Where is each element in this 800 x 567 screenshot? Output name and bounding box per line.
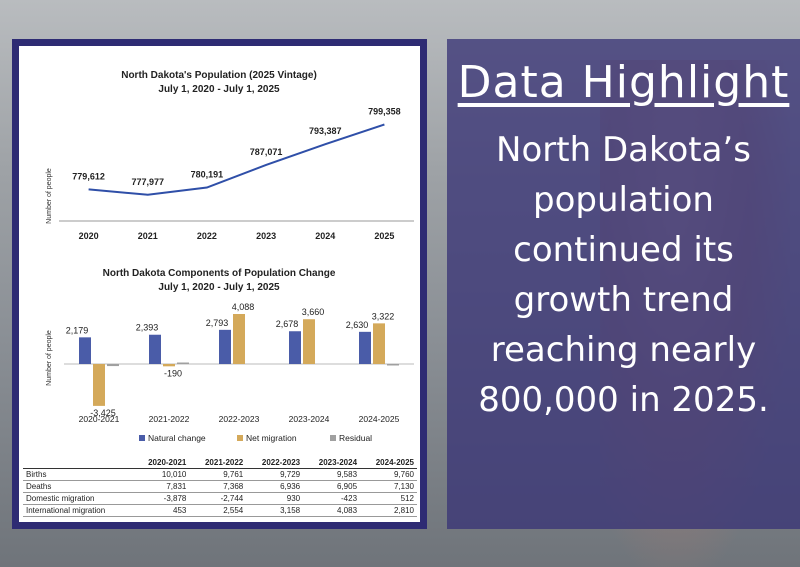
table-cell: 10,010 (132, 468, 190, 481)
legend-swatch-natural-change (139, 435, 145, 441)
table-cell: 7,368 (189, 480, 247, 493)
bar-data-label: 3,322 (372, 311, 395, 321)
bar-data-label: -190 (164, 368, 182, 378)
line-series-population (88, 123, 385, 196)
bar-data-label: 4,088 (232, 302, 255, 312)
legend-label: Natural change (148, 433, 206, 443)
bar-chart-x-tick: 2022-2023 (219, 414, 260, 424)
charts-svg: North Dakota's Population (2025 Vintage)… (46, 70, 414, 443)
bar-data-label: 2,179 (66, 325, 89, 335)
line-chart-x-tick: 2021 (138, 231, 158, 241)
table-cell: 3,158 (246, 504, 304, 517)
table-cell: 930 (246, 492, 304, 505)
line-chart-data-label: 777,977 (131, 177, 164, 187)
table-cell: 453 (132, 504, 190, 517)
line-chart-x-tick: 2025 (374, 231, 394, 241)
line-chart-ylabel: Number of people (46, 168, 53, 224)
line-chart-data-label: 780,191 (191, 170, 224, 180)
table-row: Births 10,010 9,761 9,729 9,583 9,760 (23, 468, 417, 481)
bar-chart-subtitle: July 1, 2020 - July 1, 2025 (158, 282, 280, 293)
table-cell: Births (23, 468, 133, 481)
bar-chart-x-tick: 2024-2025 (359, 414, 400, 424)
legend-label: Residual (339, 433, 372, 443)
table-cell: -2,744 (189, 492, 247, 505)
bar-natural-change (289, 331, 301, 364)
line-chart-x-tick: 2022 (197, 231, 217, 241)
table-cell: 6,936 (246, 480, 304, 493)
line-chart-subtitle: July 1, 2020 - July 1, 2025 (158, 84, 280, 95)
line-chart-x-tick: 2020 (79, 231, 99, 241)
highlight-title: Data Highlight (457, 57, 790, 108)
line-chart-x-tick: 2023 (256, 231, 276, 241)
table-row: Domestic migration -3,878 -2,744 930 -423 512 (23, 492, 417, 505)
table-cell: -423 (303, 492, 361, 505)
bar-chart-title: North Dakota Components of Population Ch… (103, 268, 336, 279)
table-header-cell: 2020-2021 (132, 457, 190, 469)
bar-residual (107, 364, 119, 367)
line-chart-data-label: 787,071 (250, 147, 283, 157)
legend-label: Net migration (246, 433, 297, 443)
bar-net-migration (233, 314, 245, 364)
bar-chart-x-tick: 2020-2021 (79, 414, 120, 424)
chart-panel: North Dakota's Population (2025 Vintage)… (12, 39, 427, 529)
components-table: 2020-2021 2021-2022 2022-2023 2023-2024 2024… (23, 457, 417, 517)
bar-natural-change (359, 331, 371, 364)
bar-data-label: 3,660 (302, 307, 325, 317)
chart-panel-inner: North Dakota's Population (2025 Vintage)… (19, 46, 420, 522)
table-cell: 7,831 (132, 480, 190, 493)
table-cell: 2,810 (360, 504, 417, 517)
table-cell: 9,760 (360, 468, 417, 481)
line-chart-title: North Dakota's Population (2025 Vintage) (121, 70, 317, 81)
line-chart-x-tick: 2024 (315, 231, 335, 241)
highlight-panel: Data Highlight North Dakota’s population… (447, 39, 800, 529)
table-cell: Deaths (23, 480, 133, 493)
table-cell: 2,554 (189, 504, 247, 517)
bar-data-label: 2,678 (276, 319, 299, 329)
line-chart-data-label: 779,612 (72, 171, 105, 181)
table-cell: Domestic migration (23, 492, 133, 505)
highlight-text: North Dakota’s population continued its … (478, 130, 769, 420)
bar-data-label: -3,425 (90, 408, 116, 418)
bar-residual (387, 364, 399, 366)
table-cell: 9,761 (189, 468, 247, 481)
bar-natural-change (219, 329, 231, 364)
table-header-row: 2020-2021 2021-2022 2022-2023 2023-2024 2024… (23, 457, 417, 469)
table-cell: 7,130 (360, 480, 417, 493)
bar-residual (177, 362, 189, 364)
table-cell: International migration (23, 504, 133, 517)
table-header-cell: 2023-2024 (303, 457, 361, 469)
table-cell: 9,729 (246, 468, 304, 481)
bar-natural-change (149, 334, 161, 364)
table-cell: 9,583 (303, 468, 361, 481)
line-chart-data-label: 799,358 (368, 107, 401, 117)
bar-data-label: 2,630 (346, 320, 369, 330)
table-row: Deaths 7,831 7,368 6,936 6,905 7,130 (23, 480, 417, 493)
bar-net-migration (373, 323, 385, 364)
bar-net-migration (163, 364, 175, 367)
bar-data-label: 2,793 (206, 318, 229, 328)
table-header-cell: 2022-2023 (246, 457, 304, 469)
bar-chart-ylabel: Number of people (46, 330, 53, 386)
table-row: International migration 453 2,554 3,158 4,08… (23, 504, 417, 517)
legend-swatch-residual (330, 435, 336, 441)
bar-natural-change (79, 337, 91, 364)
bar-chart-x-tick: 2021-2022 (149, 414, 190, 424)
line-chart-data-label: 793,387 (309, 126, 342, 136)
table-cell: 4,083 (303, 504, 361, 517)
table-cell: 6,905 (303, 480, 361, 493)
bar-data-label: 2,393 (136, 323, 159, 333)
table-header-cell: 2024-2025 (360, 457, 417, 469)
table-header-cell (23, 457, 133, 469)
legend-swatch-net-migration (237, 435, 243, 441)
table-cell: 512 (360, 492, 417, 505)
table-cell: -3,878 (132, 492, 190, 505)
table-header-cell: 2021-2022 (189, 457, 247, 469)
bar-net-migration (93, 364, 105, 406)
bar-net-migration (303, 319, 315, 364)
bar-chart-x-tick: 2023-2024 (289, 414, 330, 424)
